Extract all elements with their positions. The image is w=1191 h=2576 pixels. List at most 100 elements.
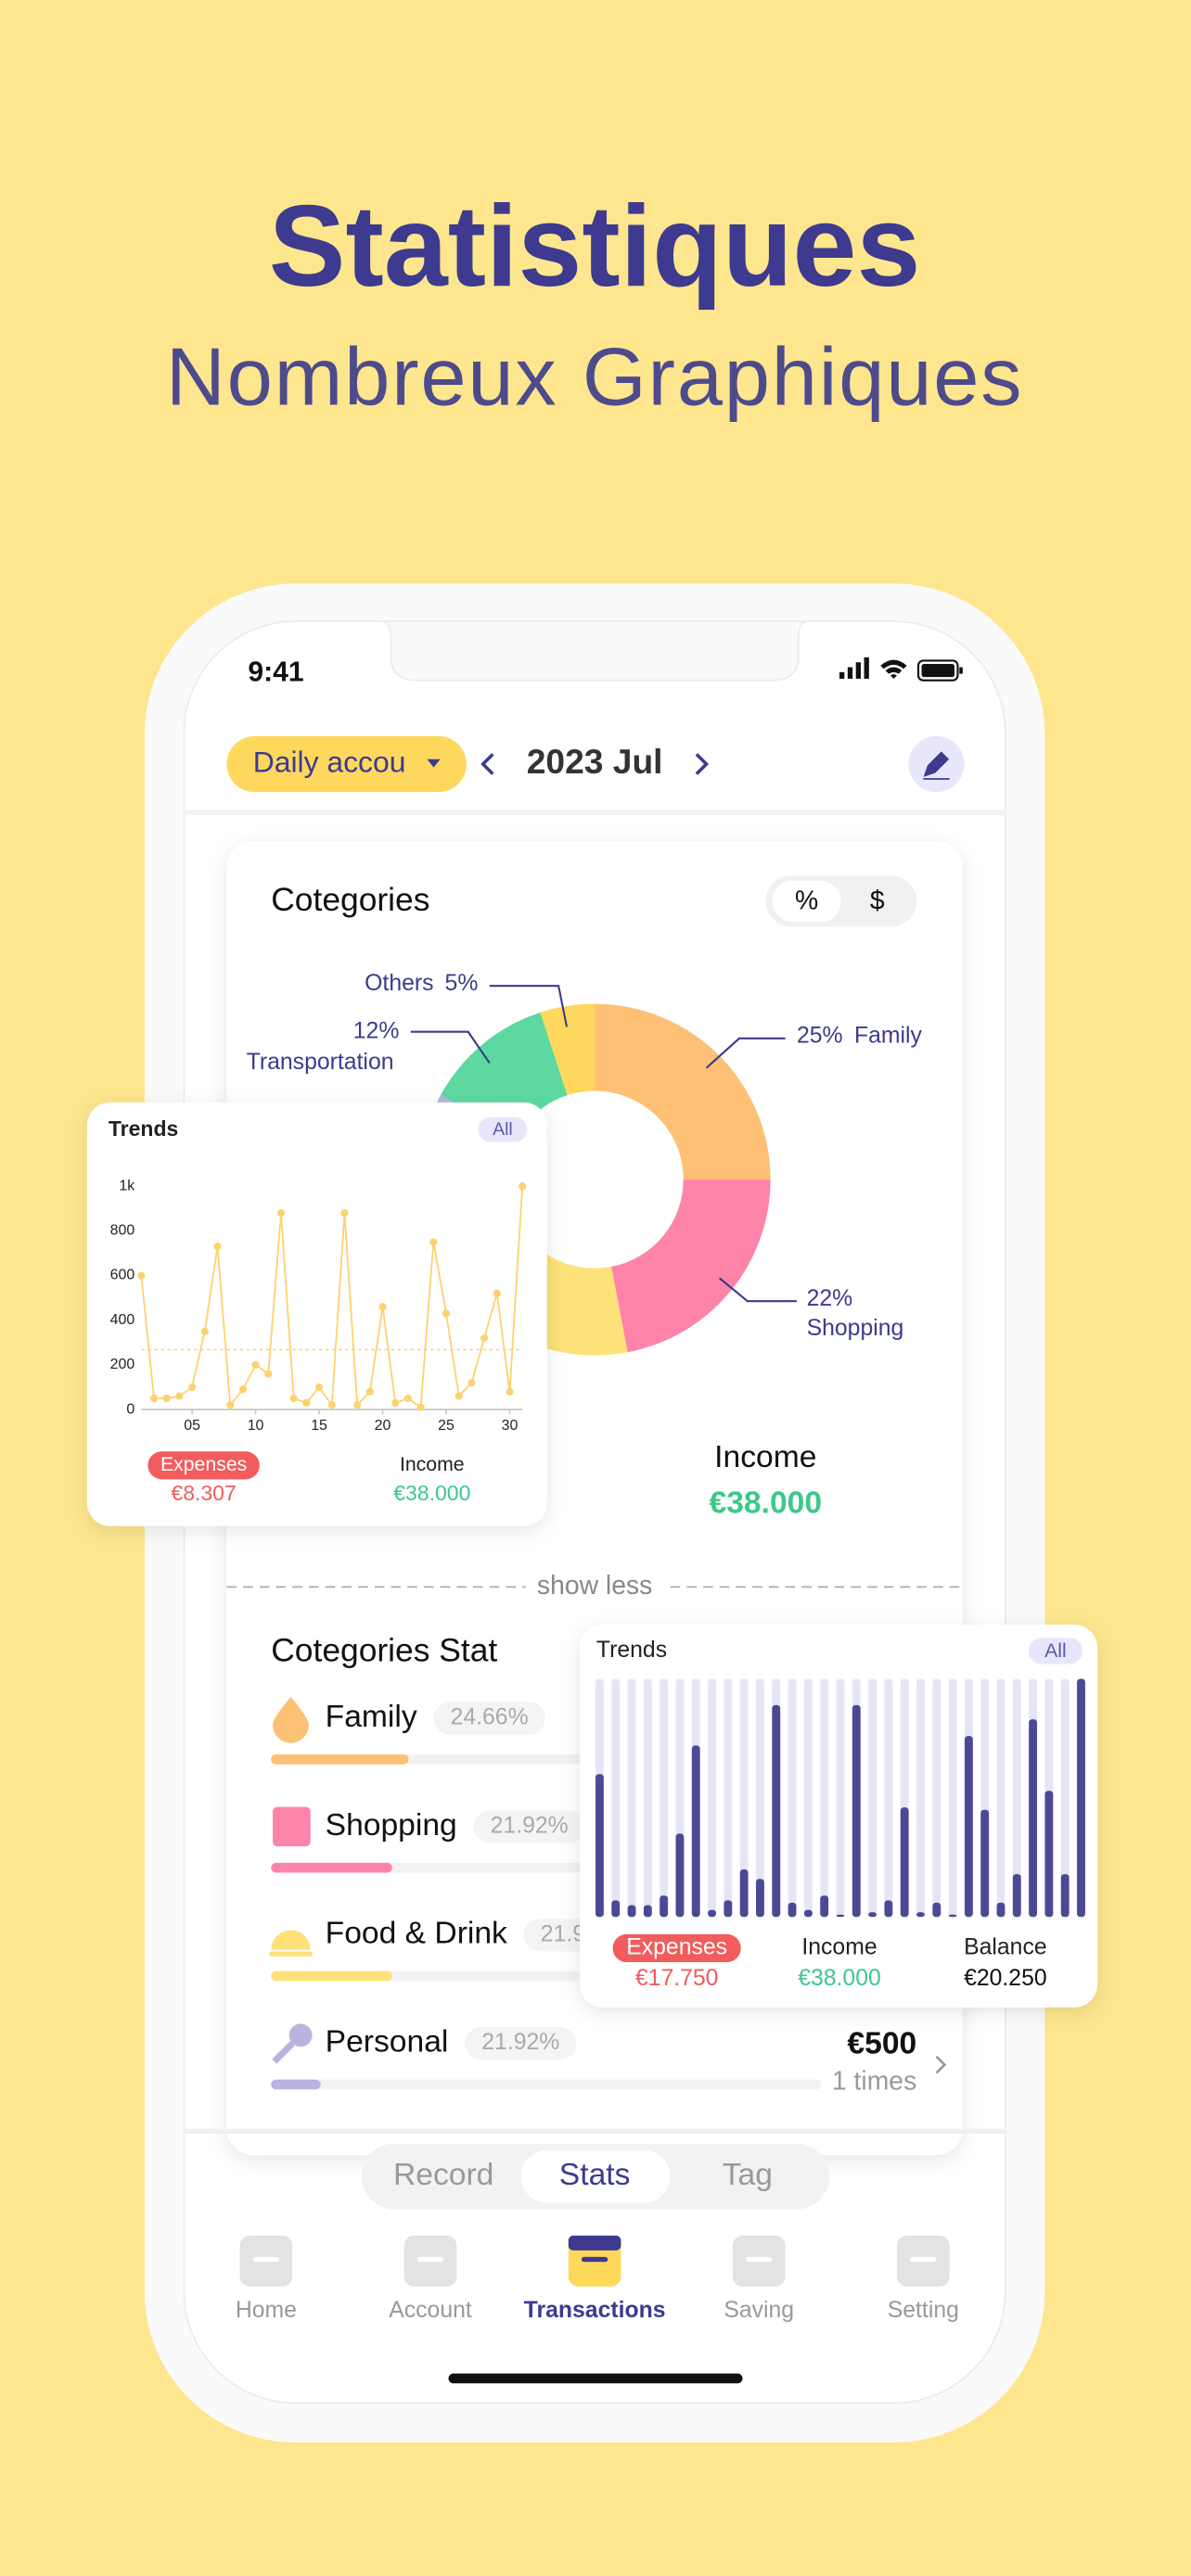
bar [803,1909,813,1918]
filter-pill[interactable] [478,1116,528,1142]
summary-label: Income [400,1453,465,1475]
summary-value: €17.750 [635,1966,719,1991]
nav-icon[interactable] [403,2235,457,2287]
card-title: Cotegories [271,881,429,918]
bar-track [739,1678,749,1918]
bar [868,1912,877,1918]
bar [611,1900,621,1918]
trend-point [188,1383,197,1392]
trend-point [213,1243,222,1251]
donut-segment [540,1003,596,1096]
toggle-percent[interactable]: % [795,886,818,915]
nav-icon[interactable] [732,2235,786,2287]
y-tick-label: 1k [119,1178,134,1193]
category-label: Family [854,1024,923,1049]
percent-pill [465,2026,577,2060]
nav-label[interactable]: Account [389,2298,472,2323]
bar [852,1704,861,1918]
status-time: 9:41 [248,657,303,688]
nav-label[interactable]: Setting [888,2298,959,2323]
bar-track [820,1678,829,1918]
trend-point [353,1401,362,1409]
bar [1012,1874,1021,1918]
month: 2023 Jul [527,742,663,781]
icon-shape [269,1930,313,1957]
bar-track [932,1678,941,1918]
percent: 24.66% [451,1705,529,1730]
category-icon [269,1930,313,1957]
progress-bar [271,1753,409,1765]
income-label: Income [714,1440,816,1474]
expense-pill [147,1451,260,1480]
trend-point [264,1370,273,1378]
bar [1044,1791,1054,1918]
notch [380,620,809,682]
card [86,1102,547,1526]
bar-track [1060,1678,1069,1918]
bar [980,1809,990,1918]
card-title: Trends [596,1638,667,1663]
trend-point [467,1379,476,1387]
next-month[interactable] [695,753,710,775]
bar-track [627,1678,636,1918]
bar [788,1902,797,1918]
nav-label[interactable]: Transactions [524,2298,666,2323]
summary-label: Income [801,1935,877,1960]
trend-point [378,1303,387,1311]
value-label: 12% [353,1018,400,1043]
category-icon [272,1696,309,1743]
filter[interactable]: All [1044,1639,1067,1662]
count: 1 times [832,2067,916,2097]
toolbar-divider [184,810,1005,815]
show-less[interactable]: show less [537,1571,652,1600]
progress-bar [271,2079,321,2090]
prev-month[interactable] [480,753,494,775]
tab-active [520,2149,671,2203]
nav-icon[interactable] [568,2235,621,2287]
trend-point [200,1327,209,1335]
tab[interactable]: Stats [559,2158,631,2192]
filter[interactable]: All [493,1119,513,1140]
category-icon [272,2023,313,2064]
summary-value: €38.000 [798,1966,881,1991]
y-tick-label: 600 [110,1268,135,1283]
tab[interactable]: Record [393,2158,493,2192]
nav-icon[interactable] [896,2235,950,2287]
trend-point [340,1209,349,1218]
trend-point [314,1383,324,1392]
trend-point [302,1398,311,1407]
nav-label[interactable]: Saving [724,2298,794,2323]
toggle-amount[interactable]: $ [870,886,885,915]
category-label: Shopping [807,1316,904,1341]
x-tick-label: 15 [311,1418,327,1434]
progress-track [271,2079,822,2090]
summary-value: €38.000 [393,1481,470,1505]
bar [916,1912,925,1918]
trend-point [480,1333,489,1343]
edit-icon [923,751,950,780]
chevron[interactable] [935,2055,947,2074]
book-name[interactable]: Daily accou [253,745,406,778]
tab[interactable]: Tag [723,2158,773,2192]
trend-point [416,1403,425,1411]
book-selector[interactable] [226,735,467,793]
leader-line [410,1030,491,1064]
bar-track [1012,1678,1021,1918]
trend-point [137,1271,146,1280]
nav-label[interactable]: Home [236,2298,297,2323]
filter-pill[interactable] [1028,1638,1083,1664]
bar [739,1868,749,1918]
y-tick-label: 0 [126,1401,134,1417]
nav-icon[interactable] [239,2235,293,2287]
category-name: Family [326,1700,417,1734]
headline: Statistiques [269,183,921,311]
trend-point [327,1401,336,1409]
show-less-bg [525,1568,664,1605]
bar-track [643,1678,652,1918]
status-icons [839,657,963,682]
trend-point [429,1238,438,1246]
percent: 21.92% [491,1813,569,1838]
category-label: Others [365,971,433,996]
income-value: €38.000 [710,1486,823,1521]
